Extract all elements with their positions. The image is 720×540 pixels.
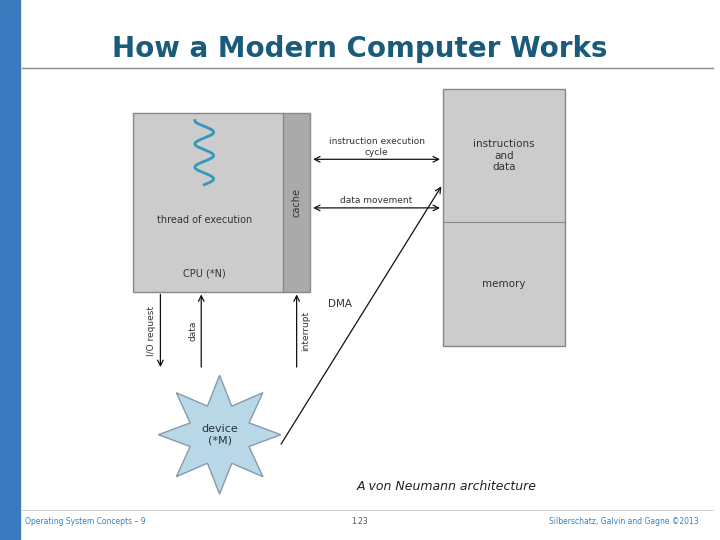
Bar: [0, 0, 20, 540]
Text: 1.23: 1.23: [351, 517, 369, 526]
Text: memory: memory: [482, 279, 526, 289]
Text: CPU (*N): CPU (*N): [183, 269, 225, 279]
Text: thread of execution: thread of execution: [157, 215, 252, 225]
Polygon shape: [158, 375, 281, 494]
Text: cache: cache: [292, 188, 302, 217]
Text: How a Modern Computer Works: How a Modern Computer Works: [112, 35, 607, 63]
Text: Operating System Concepts – 9: Operating System Concepts – 9: [25, 517, 146, 526]
Text: device
(*M): device (*M): [201, 424, 238, 446]
Text: A von Neumann architecture: A von Neumann architecture: [356, 480, 536, 492]
Bar: [283, 113, 310, 292]
Text: data: data: [188, 321, 197, 341]
Text: instructions
and
data: instructions and data: [473, 139, 535, 172]
Text: interrupt: interrupt: [301, 310, 310, 351]
Bar: [443, 89, 565, 346]
Text: DMA: DMA: [328, 300, 351, 309]
Text: instruction execution
cycle: instruction execution cycle: [328, 137, 425, 157]
Bar: [133, 113, 284, 292]
Text: I/O request: I/O request: [148, 306, 156, 356]
Text: Silberschatz, Galvin and Gagne ©2013: Silberschatz, Galvin and Gagne ©2013: [549, 517, 698, 526]
Text: data movement: data movement: [341, 196, 413, 205]
